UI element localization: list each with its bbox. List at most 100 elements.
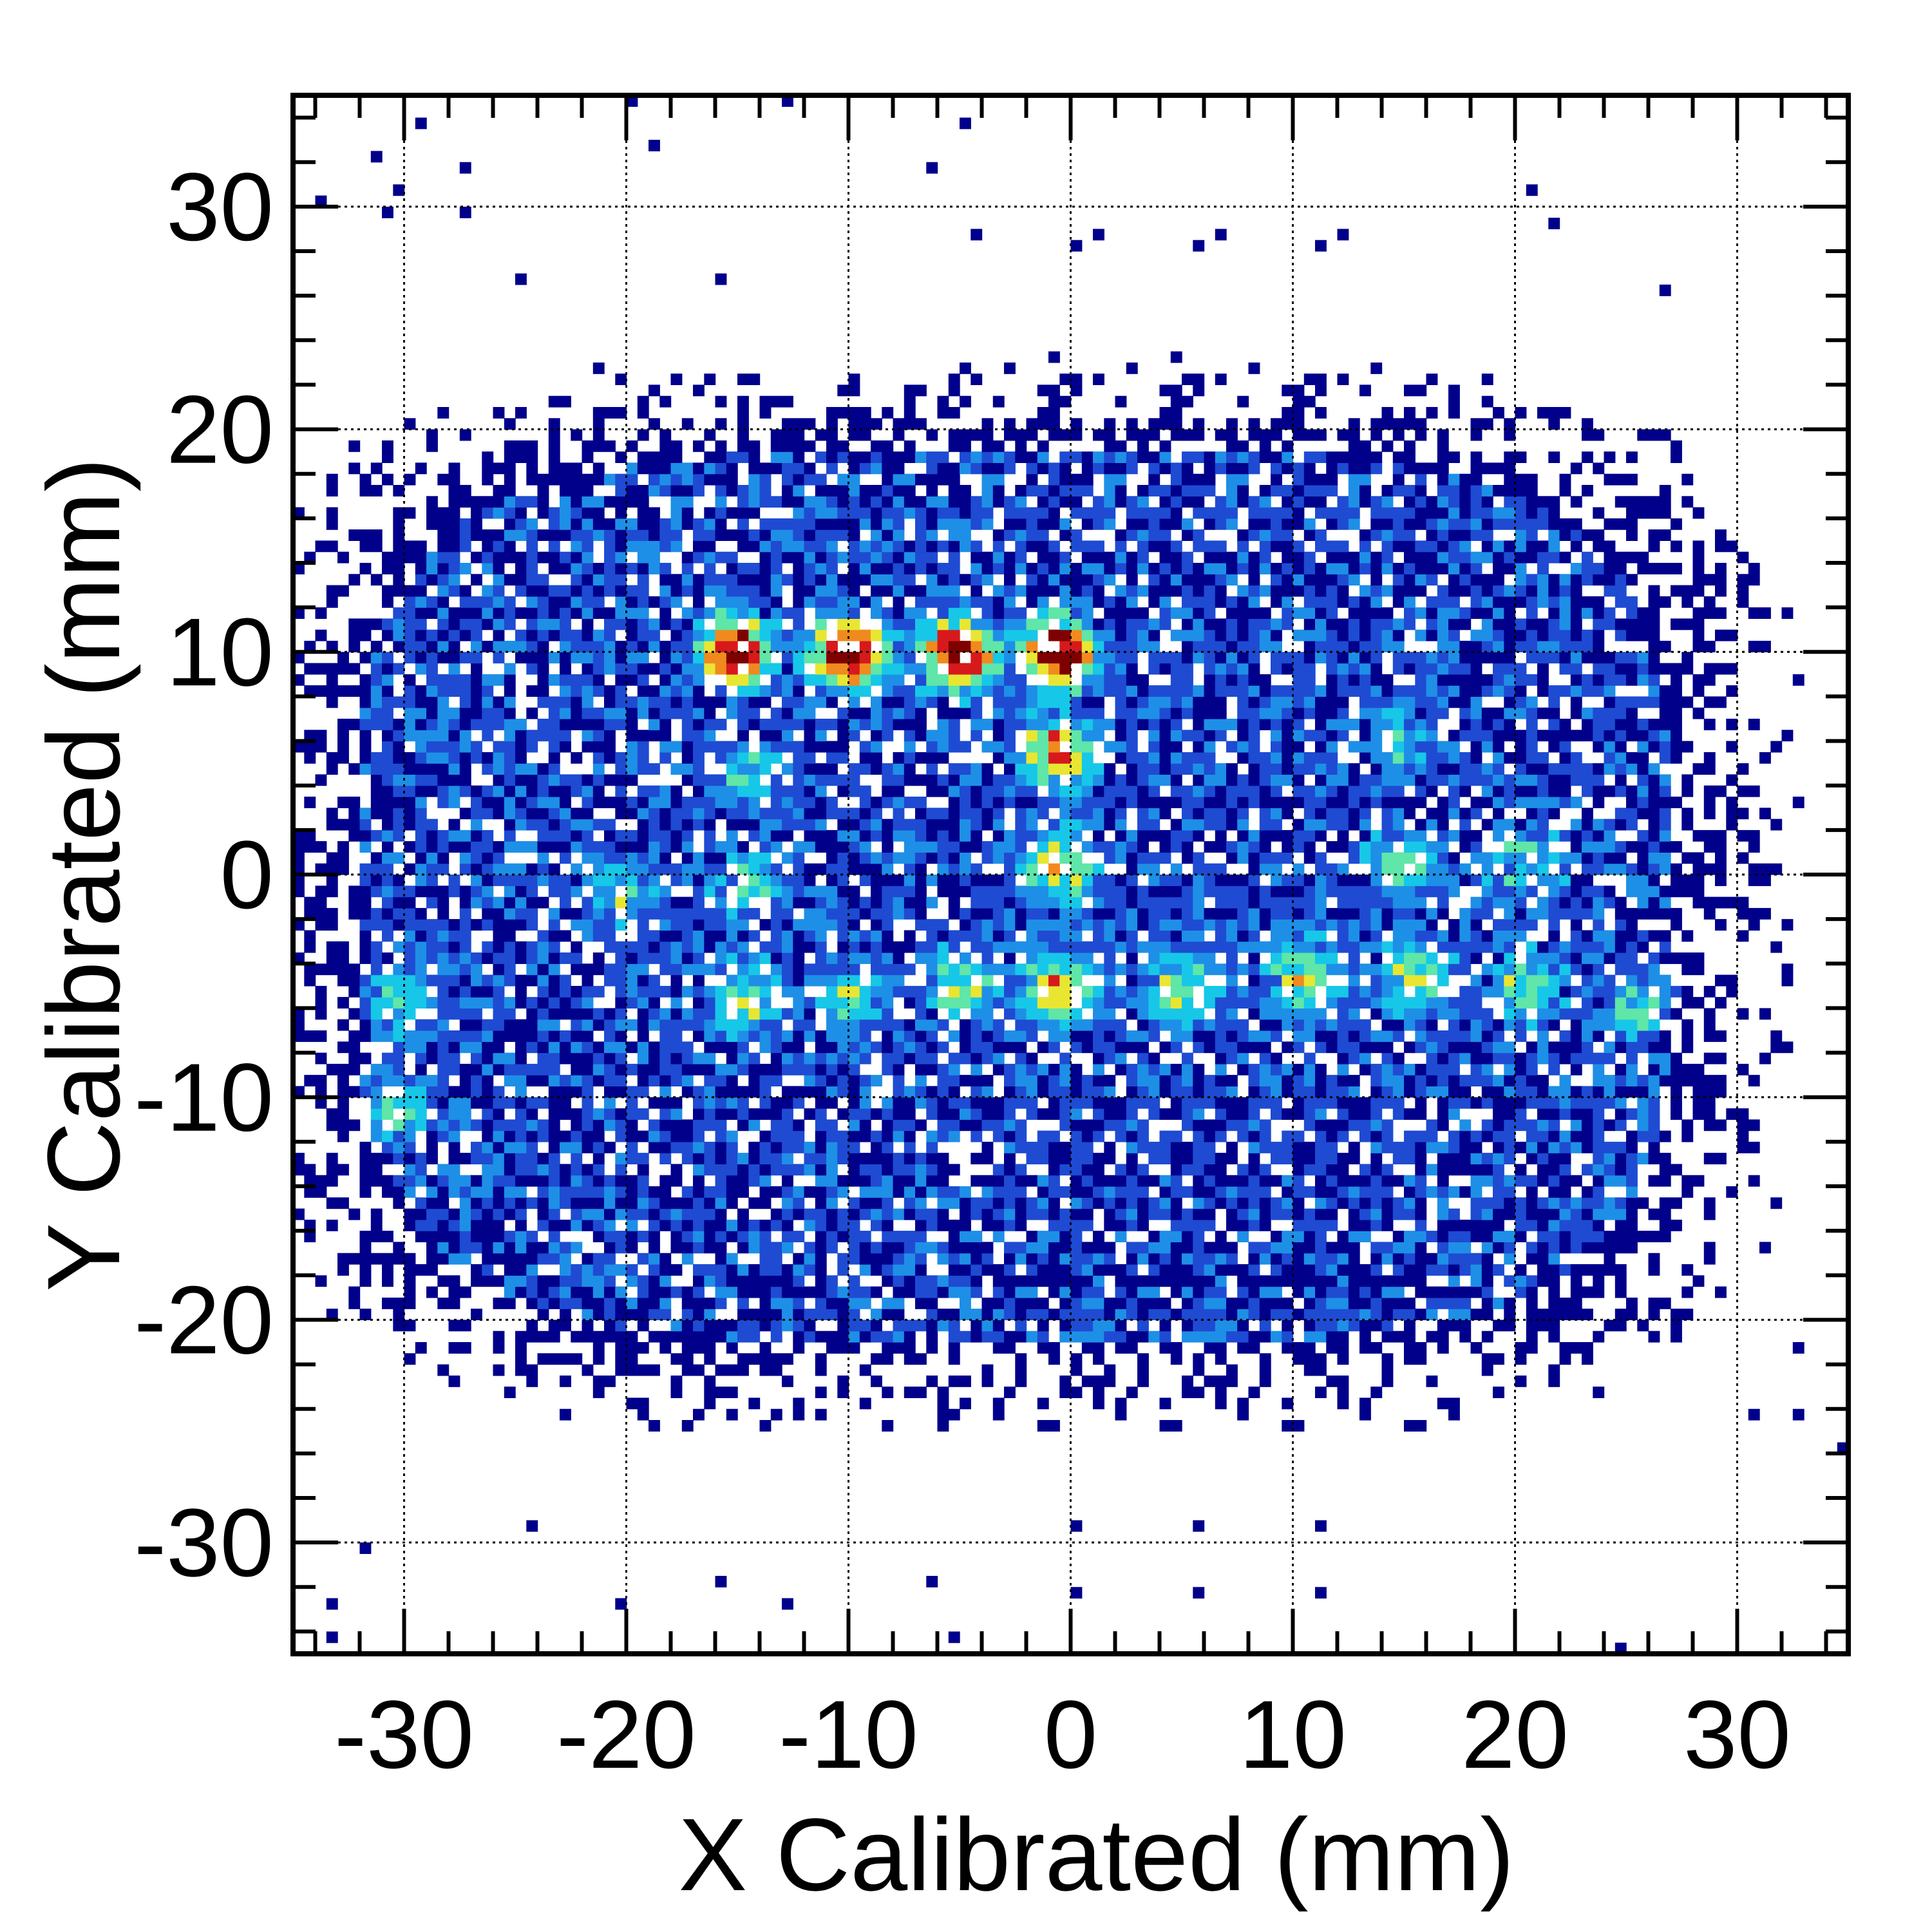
heatmap-cell: [1059, 529, 1072, 541]
heatmap-cell: [1104, 429, 1116, 441]
heatmap-cell: [604, 1231, 616, 1242]
heatmap-cell: [615, 1041, 627, 1054]
heatmap-cell: [670, 618, 683, 630]
heatmap-cell: [493, 997, 505, 1009]
heatmap-cell: [526, 551, 538, 564]
heatmap-cell: [493, 1030, 505, 1042]
heatmap-cell: [693, 1130, 705, 1142]
heatmap-cell: [981, 451, 994, 463]
heatmap-cell: [837, 629, 849, 641]
heatmap-cell: [326, 863, 338, 875]
heatmap-cell: [1070, 607, 1083, 619]
heatmap-cell: [1070, 641, 1083, 652]
heatmap-cell: [1037, 1242, 1049, 1254]
heatmap-cell: [1048, 1141, 1060, 1153]
heatmap-cell: [681, 574, 694, 586]
heatmap-cell: [815, 1197, 827, 1209]
heatmap-cell: [681, 930, 694, 942]
heatmap-cell: [715, 696, 727, 708]
heatmap-cell: [504, 841, 516, 853]
heatmap-cell: [448, 1286, 460, 1298]
heatmap-cell: [693, 1408, 705, 1421]
heatmap-cell: [637, 1309, 649, 1320]
heatmap-cell: [782, 1309, 793, 1320]
heatmap-cell: [960, 1097, 971, 1109]
heatmap-cell: [393, 1075, 405, 1086]
heatmap-cell: [670, 1175, 683, 1187]
heatmap-cell: [992, 797, 1005, 808]
heatmap-cell: [337, 1075, 349, 1086]
heatmap-cell: [1115, 1130, 1127, 1142]
heatmap-cell: [1070, 1175, 1083, 1187]
heatmap-cell: [937, 930, 949, 942]
heatmap-cell: [748, 652, 761, 664]
heatmap-cell: [348, 808, 361, 820]
heatmap-cell: [948, 641, 960, 652]
heatmap-cell: [560, 1041, 571, 1054]
heatmap-cell: [793, 462, 805, 475]
heatmap-cell: [782, 952, 793, 964]
heatmap-cell: [726, 1153, 738, 1164]
heatmap-cell: [393, 1052, 405, 1065]
heatmap-cell: [693, 1141, 705, 1153]
heatmap-cell: [837, 997, 849, 1009]
heatmap-cell: [837, 674, 849, 686]
heatmap-cell: [726, 1019, 738, 1031]
heatmap-cell: [293, 652, 305, 664]
heatmap-cell: [981, 785, 994, 797]
heatmap-cell: [659, 819, 672, 831]
heatmap-cell: [693, 952, 705, 964]
heatmap-cell: [759, 730, 772, 742]
heatmap-cell: [548, 674, 560, 686]
heatmap-cell: [359, 741, 372, 753]
heatmap-cell: [1037, 1197, 1049, 1209]
heatmap-cell: [571, 540, 583, 553]
heatmap-cell: [615, 618, 627, 630]
heatmap-cell: [459, 206, 471, 218]
heatmap-cell: [493, 1186, 505, 1198]
heatmap-cell: [782, 574, 793, 586]
heatmap-cell: [637, 997, 649, 1009]
heatmap-cell: [437, 1197, 450, 1209]
heatmap-cell: [882, 774, 894, 786]
heatmap-cell: [571, 819, 583, 831]
heatmap-cell: [504, 785, 516, 797]
heatmap-cell: [1015, 1119, 1027, 1132]
heatmap-cell: [582, 641, 594, 652]
heatmap-cell: [726, 451, 738, 463]
heatmap-cell: [737, 1331, 749, 1343]
heatmap-cell: [1115, 896, 1127, 909]
heatmap-cell: [681, 1320, 694, 1332]
heatmap-cell: [649, 852, 660, 864]
heatmap-cell: [315, 1086, 327, 1098]
heatmap-cell: [915, 596, 927, 608]
heatmap-cell: [1070, 730, 1083, 742]
heatmap-cell: [571, 518, 583, 530]
heatmap-cell: [415, 117, 427, 129]
heatmap-cell: [759, 473, 772, 486]
heatmap-cell: [459, 1320, 471, 1332]
heatmap-cell: [837, 384, 849, 397]
heatmap-cell: [1015, 1075, 1027, 1086]
heatmap-cell: [1059, 1387, 1072, 1398]
heatmap-cell: [459, 829, 471, 842]
heatmap-cell: [815, 629, 827, 641]
heatmap-cell: [415, 741, 427, 753]
heatmap-cell: [582, 1253, 594, 1265]
heatmap-cell: [459, 886, 471, 898]
heatmap-cell: [948, 518, 960, 530]
heatmap-cell: [548, 774, 560, 786]
heatmap-cell: [626, 907, 638, 920]
heatmap-cell: [1015, 674, 1027, 686]
heatmap-cell: [571, 997, 583, 1009]
heatmap-cell: [615, 1030, 627, 1042]
heatmap-cell: [404, 1164, 416, 1176]
heatmap-cell: [592, 985, 605, 998]
heatmap-cell: [815, 1331, 827, 1343]
heatmap-cell: [948, 674, 960, 686]
heatmap-cell: [704, 1309, 716, 1320]
heatmap-cell: [960, 852, 971, 864]
heatmap-cell: [359, 1030, 372, 1042]
heatmap-cell: [981, 1108, 994, 1120]
heatmap-cell: [404, 1108, 416, 1120]
